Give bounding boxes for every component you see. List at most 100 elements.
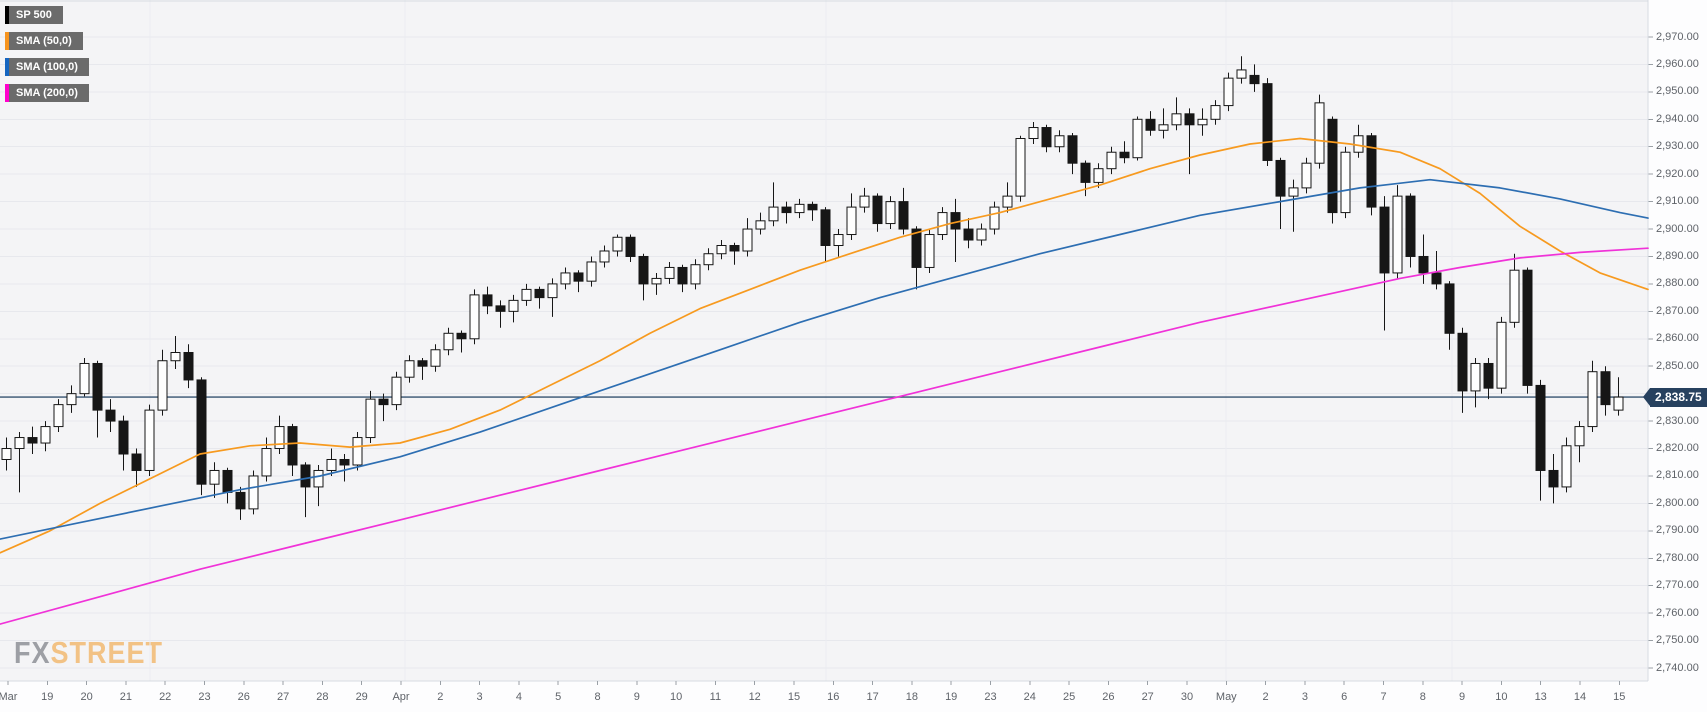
candle-up bbox=[53, 404, 64, 428]
candle-up bbox=[586, 261, 597, 282]
candle-down bbox=[1067, 135, 1078, 164]
candle-up bbox=[1197, 118, 1208, 126]
candle-up bbox=[1561, 445, 1572, 488]
candle-up bbox=[924, 234, 935, 268]
fxstreet-watermark: FXSTREET bbox=[14, 636, 163, 671]
candle-down bbox=[105, 409, 116, 422]
candle-down bbox=[27, 437, 38, 444]
candle-up bbox=[326, 458, 337, 471]
price-axis-label: 2,950.00 bbox=[1656, 85, 1699, 98]
legend-label: SMA (200,0) bbox=[16, 87, 78, 99]
price-axis-label: 2,970.00 bbox=[1656, 30, 1699, 43]
candle-up bbox=[768, 206, 779, 222]
time-axis-label: 23 bbox=[984, 691, 997, 703]
candle-up bbox=[833, 234, 844, 247]
time-axis-label: 19 bbox=[41, 691, 54, 703]
candle-up bbox=[1353, 135, 1364, 153]
time-axis-label: 27 bbox=[276, 691, 290, 703]
time-axis-label: 29 bbox=[355, 691, 368, 703]
candle-up bbox=[14, 437, 25, 450]
time-axis-label: 15 bbox=[1613, 691, 1626, 703]
candle-up bbox=[859, 195, 870, 208]
price-axis-label: 2,880.00 bbox=[1656, 277, 1699, 290]
sma50-line bbox=[0, 137, 1649, 554]
legend-item-sma-50-0[interactable]: SMA (50,0) bbox=[5, 32, 83, 50]
candle-down bbox=[456, 332, 467, 340]
last-price-tag: 2,838.75 bbox=[1643, 387, 1707, 407]
candle-down bbox=[196, 379, 207, 485]
candle-down bbox=[625, 236, 636, 257]
candle-up bbox=[313, 469, 324, 488]
legend-label: SMA (100,0) bbox=[16, 61, 78, 73]
legend-item-sma-100-0[interactable]: SMA (100,0) bbox=[5, 58, 89, 76]
candle-up bbox=[79, 362, 90, 395]
price-axis-label: 2,960.00 bbox=[1656, 57, 1699, 70]
candle-down bbox=[1145, 118, 1156, 131]
candle-up bbox=[1314, 102, 1325, 164]
candle-up bbox=[651, 277, 662, 285]
legend-label: SP 500 bbox=[16, 9, 52, 21]
candle-up bbox=[755, 220, 766, 230]
time-axis[interactable]: Mar 19 20 21 22 23 26 27 28 29 Apr 2 3 4 5 8 9 10 11 12 15 16… bbox=[0, 681, 1707, 712]
candle-down bbox=[677, 266, 688, 285]
candle-down bbox=[131, 453, 142, 471]
watermark-street: STREET bbox=[50, 636, 164, 670]
legend-item-sma-200-0[interactable]: SMA (200,0) bbox=[5, 84, 89, 102]
candle-down bbox=[1262, 83, 1273, 161]
price-axis-label: 2,830.00 bbox=[1656, 414, 1699, 427]
time-axis-label: 10 bbox=[1495, 691, 1508, 703]
candle-down bbox=[222, 469, 233, 493]
candle-up bbox=[1340, 151, 1351, 214]
candle-up bbox=[1301, 162, 1312, 189]
time-axis-label: 4 bbox=[515, 691, 522, 703]
candle-up bbox=[976, 228, 987, 241]
candle-down bbox=[1535, 384, 1546, 471]
candle-down bbox=[1366, 135, 1377, 208]
candle-down bbox=[1119, 151, 1130, 159]
candle-down bbox=[963, 228, 974, 241]
price-axis-label: 2,810.00 bbox=[1656, 469, 1699, 482]
time-axis-label: 19 bbox=[945, 691, 958, 703]
legend-color-swatch bbox=[5, 32, 9, 50]
time-axis-label: 23 bbox=[198, 691, 211, 703]
plot-background bbox=[0, 0, 1648, 681]
candle-down bbox=[118, 420, 129, 455]
candle-down bbox=[339, 458, 350, 466]
time-axis-label: Apr bbox=[392, 691, 410, 703]
candle-up bbox=[1288, 187, 1299, 197]
candle-down bbox=[729, 245, 740, 252]
candle-up bbox=[547, 283, 558, 299]
time-axis-label: 7 bbox=[1380, 691, 1387, 703]
time-axis-label: Mar bbox=[0, 691, 18, 703]
time-axis-label: 8 bbox=[1419, 691, 1426, 703]
candle-up bbox=[703, 253, 714, 266]
candle-down bbox=[495, 305, 506, 312]
candle-up bbox=[1223, 77, 1234, 107]
candle-up bbox=[365, 398, 376, 439]
candle-up bbox=[443, 332, 454, 351]
legend-color-swatch bbox=[5, 6, 9, 24]
legend-color-swatch bbox=[5, 84, 9, 102]
candle-up bbox=[352, 437, 363, 466]
time-axis-label: 3 bbox=[1301, 691, 1308, 703]
price-axis-label: 2,850.00 bbox=[1656, 359, 1699, 372]
candle-up bbox=[1093, 168, 1104, 183]
candle-down bbox=[1080, 162, 1091, 183]
time-axis-label: 3 bbox=[476, 691, 483, 703]
price-axis-label: 2,740.00 bbox=[1656, 661, 1699, 674]
time-axis-label: 2 bbox=[437, 691, 444, 703]
time-axis-label: 9 bbox=[1459, 691, 1466, 703]
price-axis[interactable]: 2,970.00 2,960.00 2,950.00 2,940.00 2,930.00… bbox=[1648, 0, 1707, 681]
time-axis-label: 11 bbox=[709, 691, 722, 703]
time-axis-label: 25 bbox=[1062, 691, 1076, 703]
candle-down bbox=[378, 398, 389, 406]
chart-legend: SP 500 SMA (50,0) SMA (100,0) SMA (200,0) bbox=[5, 6, 89, 110]
candle-down bbox=[92, 362, 103, 411]
time-axis-label: 5 bbox=[555, 691, 562, 703]
candle-down bbox=[872, 195, 883, 225]
legend-item-sp-500[interactable]: SP 500 bbox=[5, 6, 63, 24]
candle-up bbox=[1496, 321, 1507, 389]
candle-up bbox=[1106, 151, 1117, 170]
